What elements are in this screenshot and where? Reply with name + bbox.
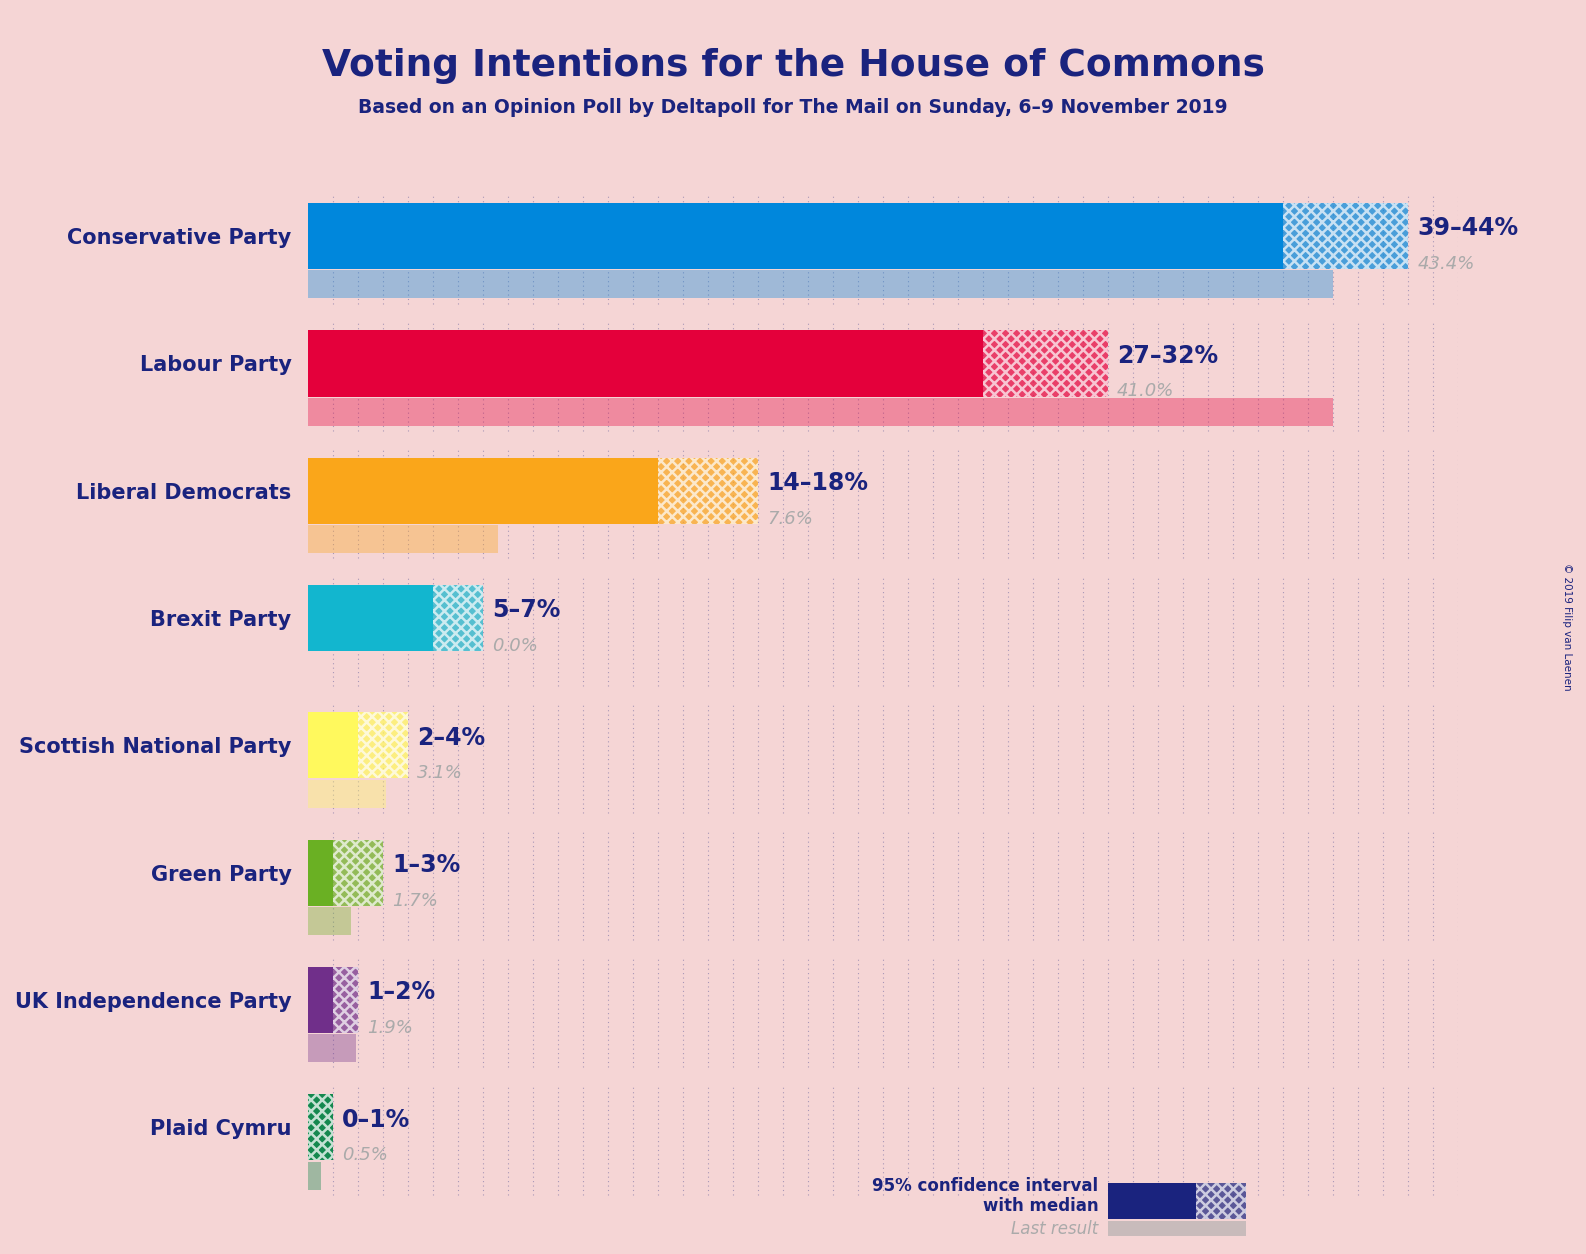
Bar — [308, 840, 333, 905]
Bar — [308, 780, 385, 808]
Bar — [1109, 1184, 1196, 1219]
Text: 95% confidence interval
with median: 95% confidence interval with median — [872, 1176, 1099, 1215]
Text: Voting Intentions for the House of Commons: Voting Intentions for the House of Commo… — [322, 48, 1264, 84]
Text: 0–1%: 0–1% — [343, 1107, 411, 1131]
Bar — [308, 907, 351, 935]
Text: 39–44%: 39–44% — [1418, 217, 1518, 241]
Bar — [308, 525, 498, 553]
Text: 2–4%: 2–4% — [417, 726, 485, 750]
Text: 3.1%: 3.1% — [417, 765, 463, 782]
Text: 0.0%: 0.0% — [492, 637, 538, 655]
Bar — [308, 203, 1283, 270]
Text: 5–7%: 5–7% — [492, 598, 560, 622]
Text: 1.7%: 1.7% — [392, 892, 438, 909]
Text: 27–32%: 27–32% — [1117, 344, 1218, 367]
Text: Based on an Opinion Poll by Deltapoll for The Mail on Sunday, 6–9 November 2019: Based on an Opinion Poll by Deltapoll fo… — [358, 98, 1228, 117]
Text: 14–18%: 14–18% — [768, 472, 868, 495]
Bar — [308, 1095, 333, 1160]
Text: 1–2%: 1–2% — [366, 981, 435, 1004]
Bar — [983, 330, 1109, 396]
Bar — [1196, 1184, 1247, 1219]
Bar — [308, 1035, 355, 1062]
Bar — [1283, 203, 1408, 270]
Bar — [308, 271, 1334, 298]
Text: © 2019 Filip van Laenen: © 2019 Filip van Laenen — [1562, 563, 1572, 691]
Text: 1–3%: 1–3% — [392, 853, 460, 877]
Bar — [308, 458, 658, 524]
Bar — [333, 840, 384, 905]
Text: 7.6%: 7.6% — [768, 509, 814, 528]
Text: Last result: Last result — [1012, 1220, 1099, 1238]
Text: 0.5%: 0.5% — [343, 1146, 389, 1164]
Bar — [308, 330, 983, 396]
Bar — [358, 712, 408, 779]
Bar — [308, 584, 433, 651]
Bar — [308, 1161, 320, 1190]
Bar — [308, 1095, 333, 1160]
Text: 1.9%: 1.9% — [366, 1020, 412, 1037]
Bar — [658, 458, 758, 524]
Bar — [308, 398, 1334, 426]
Bar — [333, 967, 358, 1033]
Bar — [1109, 1221, 1247, 1238]
Text: 41.0%: 41.0% — [1117, 382, 1175, 400]
Text: 43.4%: 43.4% — [1418, 255, 1475, 273]
Bar — [308, 967, 333, 1033]
Bar — [308, 712, 358, 779]
Bar — [433, 584, 484, 651]
